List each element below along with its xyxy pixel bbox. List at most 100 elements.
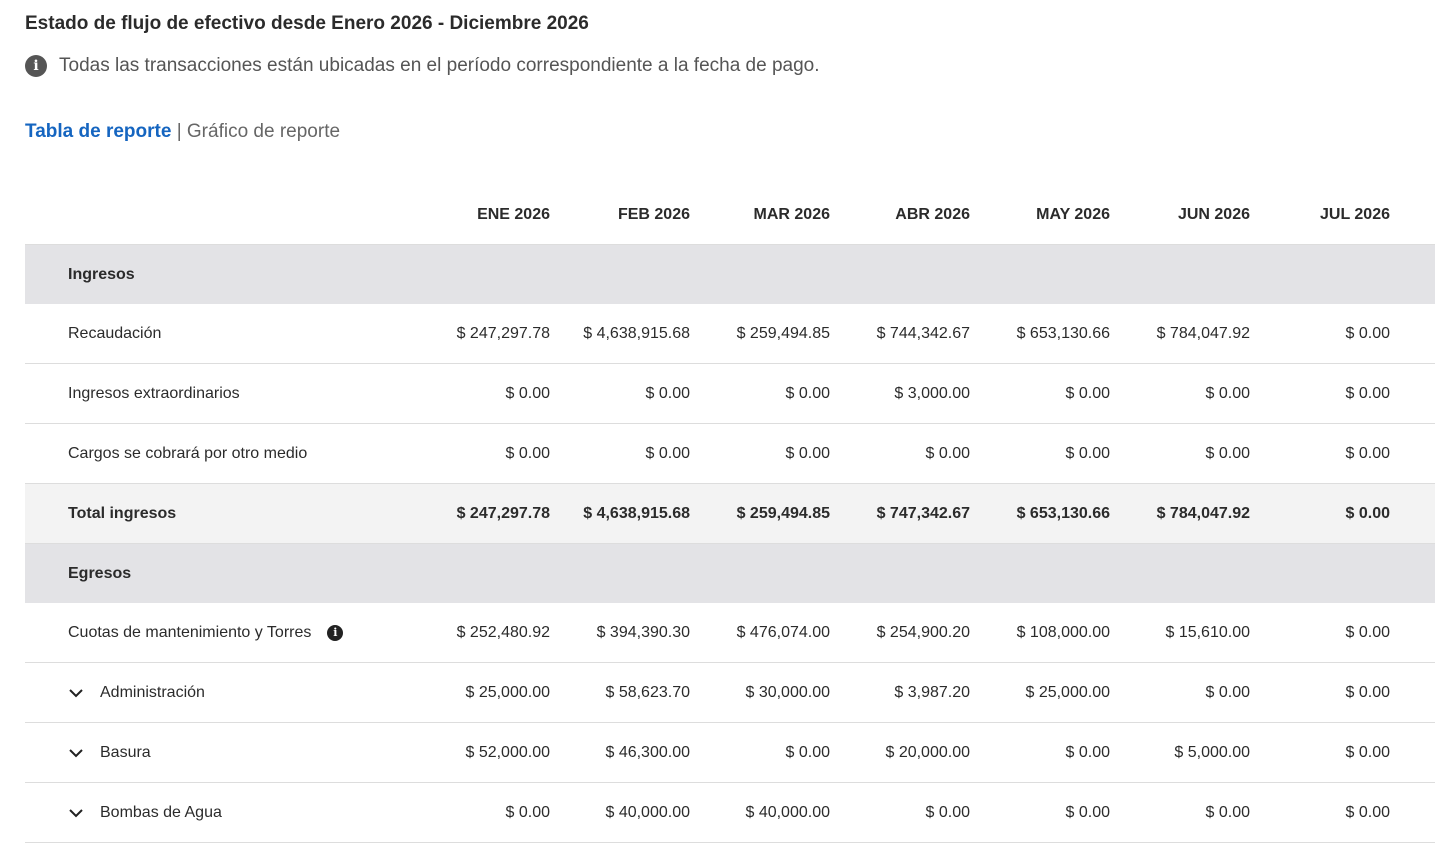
column-header: JUL 2026 <box>1320 205 1390 223</box>
section-title: Egresos <box>68 564 132 582</box>
cell: $ 4,638,915.68 <box>583 324 690 342</box>
section-label: Ingresos <box>25 266 410 284</box>
label-text: Cuotas de mantenimiento y Torres <box>68 623 312 641</box>
cell: $ 247,297.78 <box>456 504 550 522</box>
section-row: Egresos <box>25 544 1435 603</box>
row-label: Cargos se cobrará por otro medio <box>25 445 410 463</box>
cell: $ 0.00 <box>1065 803 1110 821</box>
chevron[interactable] <box>68 745 84 761</box>
cell: $ 394,390.30 <box>596 623 690 641</box>
column-header: ENE 2026 <box>477 205 550 223</box>
cell: $ 0.00 <box>785 444 830 462</box>
column-header: MAY 2026 <box>1036 205 1110 223</box>
cell: $ 0.00 <box>1345 683 1390 701</box>
chevron[interactable] <box>68 685 84 701</box>
label-text: Administración <box>100 683 205 701</box>
section-title: Ingresos <box>68 265 135 283</box>
chevron[interactable] <box>68 805 84 821</box>
tab-separator: | <box>176 121 182 142</box>
label-text: Total ingresos <box>68 504 177 522</box>
data-row[interactable]: Basura $ 52,000.00 $ 46,300.00 $ 0.00 $ 20,0… <box>25 723 1435 783</box>
cell: $ 0.00 <box>1345 384 1390 402</box>
cell: $ 0.00 <box>505 803 550 821</box>
cell: $ 0.00 <box>1065 384 1110 402</box>
info-icon[interactable]: i <box>327 624 344 641</box>
data-row: Cuotas de mantenimiento y Torres i $ 252,4… <box>25 603 1435 663</box>
data-row[interactable]: Bombas de Agua $ 0.00 $ 40,000.00 $ 40,000.… <box>25 783 1435 843</box>
data-row: Recaudación $ 247,297.78 $ 4,638,915.68 $ 2… <box>25 304 1435 364</box>
data-row[interactable]: Administración $ 25,000.00 $ 58,623.70 $ 30… <box>25 663 1435 723</box>
cell: $ 0.00 <box>645 384 690 402</box>
row-label: Ingresos extraordinarios <box>25 385 410 403</box>
cell: $ 108,000.00 <box>1016 623 1110 641</box>
cell: $ 46,300.00 <box>605 743 690 761</box>
column-header: FEB 2026 <box>617 205 690 223</box>
info-line: i Todas las transacciones están ubicadas … <box>25 55 820 77</box>
cell: $ 0.00 <box>1345 444 1390 462</box>
cell: $ 259,494.85 <box>736 504 830 522</box>
cell: $ 0.00 <box>1065 743 1110 761</box>
cell: $ 30,000.00 <box>745 683 830 701</box>
report-table: ENE 2026 FEB 2026 MAR 2026 ABR 2026 MAY 2026… <box>25 185 1435 843</box>
cell: $ 0.00 <box>1065 444 1110 462</box>
cell: $ 0.00 <box>785 384 830 402</box>
cell: $ 0.00 <box>925 444 970 462</box>
cell: $ 4,638,915.68 <box>583 504 690 522</box>
cell: $ 252,480.92 <box>456 623 550 641</box>
cell: $ 0.00 <box>1205 683 1250 701</box>
cell: $ 20,000.00 <box>885 743 970 761</box>
column-header: JUN 2026 <box>1177 205 1250 223</box>
report-title: Estado de flujo de efectivo desde Enero … <box>25 13 589 34</box>
total-row: Total ingresos $ 247,297.78 $ 4,638,915.68… <box>25 484 1435 544</box>
cell: $ 40,000.00 <box>605 803 690 821</box>
label-text: Cargos se cobrará por otro medio <box>68 444 308 462</box>
cell: $ 25,000.00 <box>1025 683 1110 701</box>
row-label: Basura <box>25 744 410 762</box>
info-icon: i <box>25 55 47 77</box>
cell: $ 52,000.00 <box>465 743 550 761</box>
cell: $ 784,047.92 <box>1156 504 1250 522</box>
cell: $ 653,130.66 <box>1016 324 1110 342</box>
cell: $ 5,000.00 <box>1174 743 1250 761</box>
row-label: Cuotas de mantenimiento y Torres i <box>25 624 410 642</box>
cell: $ 3,000.00 <box>894 384 970 402</box>
cell: $ 476,074.00 <box>736 623 830 641</box>
row-label: Total ingresos <box>25 505 410 523</box>
cell: $ 0.00 <box>785 743 830 761</box>
cell: $ 254,900.20 <box>876 623 970 641</box>
cell: $ 259,494.85 <box>736 324 830 342</box>
cell: $ 653,130.66 <box>1016 504 1110 522</box>
cell: $ 3,987.20 <box>894 683 970 701</box>
cell: $ 15,610.00 <box>1165 623 1250 641</box>
cell: $ 0.00 <box>1345 623 1390 641</box>
section-row: Ingresos <box>25 245 1435 304</box>
cell: $ 747,342.67 <box>876 504 970 522</box>
label-text: Ingresos extraordinarios <box>68 384 240 402</box>
cell: $ 247,297.78 <box>456 324 550 342</box>
label-text: Recaudación <box>68 324 162 342</box>
cell: $ 25,000.00 <box>465 683 550 701</box>
tabs: Tabla de reporte | Gráfico de reporte <box>25 121 340 143</box>
tab-active[interactable]: Tabla de reporte <box>25 121 172 142</box>
column-header: ABR 2026 <box>895 205 970 223</box>
cell: $ 58,623.70 <box>605 683 690 701</box>
cell: $ 0.00 <box>1345 743 1390 761</box>
row-label: Administración <box>25 684 410 702</box>
cell: $ 40,000.00 <box>745 803 830 821</box>
info-text: Todas las transacciones están ubicadas e… <box>59 55 820 76</box>
cell: $ 0.00 <box>1345 324 1390 342</box>
cell: $ 0.00 <box>1205 444 1250 462</box>
label-text: Basura <box>100 743 151 761</box>
cell: $ 784,047.92 <box>1156 324 1250 342</box>
cell: $ 0.00 <box>505 384 550 402</box>
cell: $ 0.00 <box>505 444 550 462</box>
data-row: Cargos se cobrará por otro medio $ 0.00 $ … <box>25 424 1435 484</box>
header-row: ENE 2026 FEB 2026 MAR 2026 ABR 2026 MAY 2026… <box>25 185 1435 245</box>
cell: $ 0.00 <box>1345 803 1390 821</box>
column-header: MAR 2026 <box>753 205 830 223</box>
cell: $ 0.00 <box>925 803 970 821</box>
section-label: Egresos <box>25 565 410 583</box>
tab[interactable]: Gráfico de reporte <box>186 121 341 142</box>
row-label: Bombas de Agua <box>25 804 410 822</box>
